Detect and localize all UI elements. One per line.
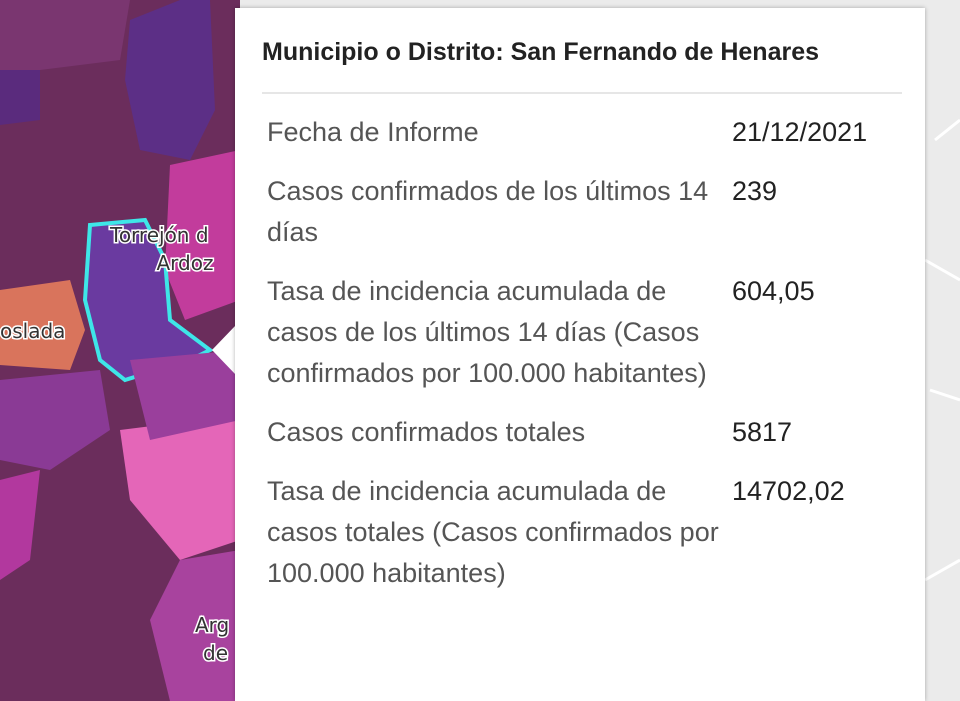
map-label: Arg	[195, 613, 229, 637]
popup-arrow	[212, 325, 236, 375]
region	[165, 150, 240, 320]
row-label: Casos confirmados totales	[267, 417, 586, 447]
region	[0, 0, 130, 120]
road	[924, 118, 960, 582]
row-label: Tasa de incidencia acumulada de casos de…	[267, 276, 707, 388]
region	[0, 280, 85, 370]
region	[0, 370, 110, 470]
separator	[262, 92, 902, 94]
region	[0, 70, 40, 125]
popup-row: Tasa de incidencia acumulada de casos de…	[267, 271, 867, 394]
row-label: Fecha de Informe	[267, 117, 479, 147]
region	[120, 410, 240, 560]
row-value: 239	[732, 176, 778, 206]
map-label: Torrejón d	[109, 223, 209, 247]
region	[0, 470, 40, 580]
row-value: 604,05	[732, 276, 815, 306]
row-value: 14702,02	[732, 476, 845, 506]
map-label: Ardoz	[157, 251, 214, 275]
row-value: 21/12/2021	[732, 117, 868, 147]
region	[125, 0, 215, 160]
map-label: oslada	[0, 319, 65, 343]
popup: Municipio o Distrito: San Fernando de He…	[235, 8, 925, 701]
popup-row: Casos confirmados de los últimos 14 días…	[267, 171, 867, 253]
row-label: Tasa de incidencia acumulada de casos to…	[267, 476, 719, 588]
map-label: de	[203, 641, 228, 665]
popup-rows: Fecha de Informe 21/12/2021 Casos confirma…	[267, 112, 867, 612]
popup-title: Municipio o Distrito: San Fernando de He…	[262, 38, 820, 66]
popup-row: Casos confirmados totales 5817	[267, 412, 867, 453]
region	[130, 350, 240, 440]
popup-row: Tasa de incidencia acumulada de casos to…	[267, 471, 867, 594]
region	[150, 550, 240, 701]
row-value: 5817	[732, 417, 793, 447]
popup-row: Fecha de Informe 21/12/2021	[267, 112, 867, 153]
row-label: Casos confirmados de los últimos 14 días	[267, 176, 709, 247]
